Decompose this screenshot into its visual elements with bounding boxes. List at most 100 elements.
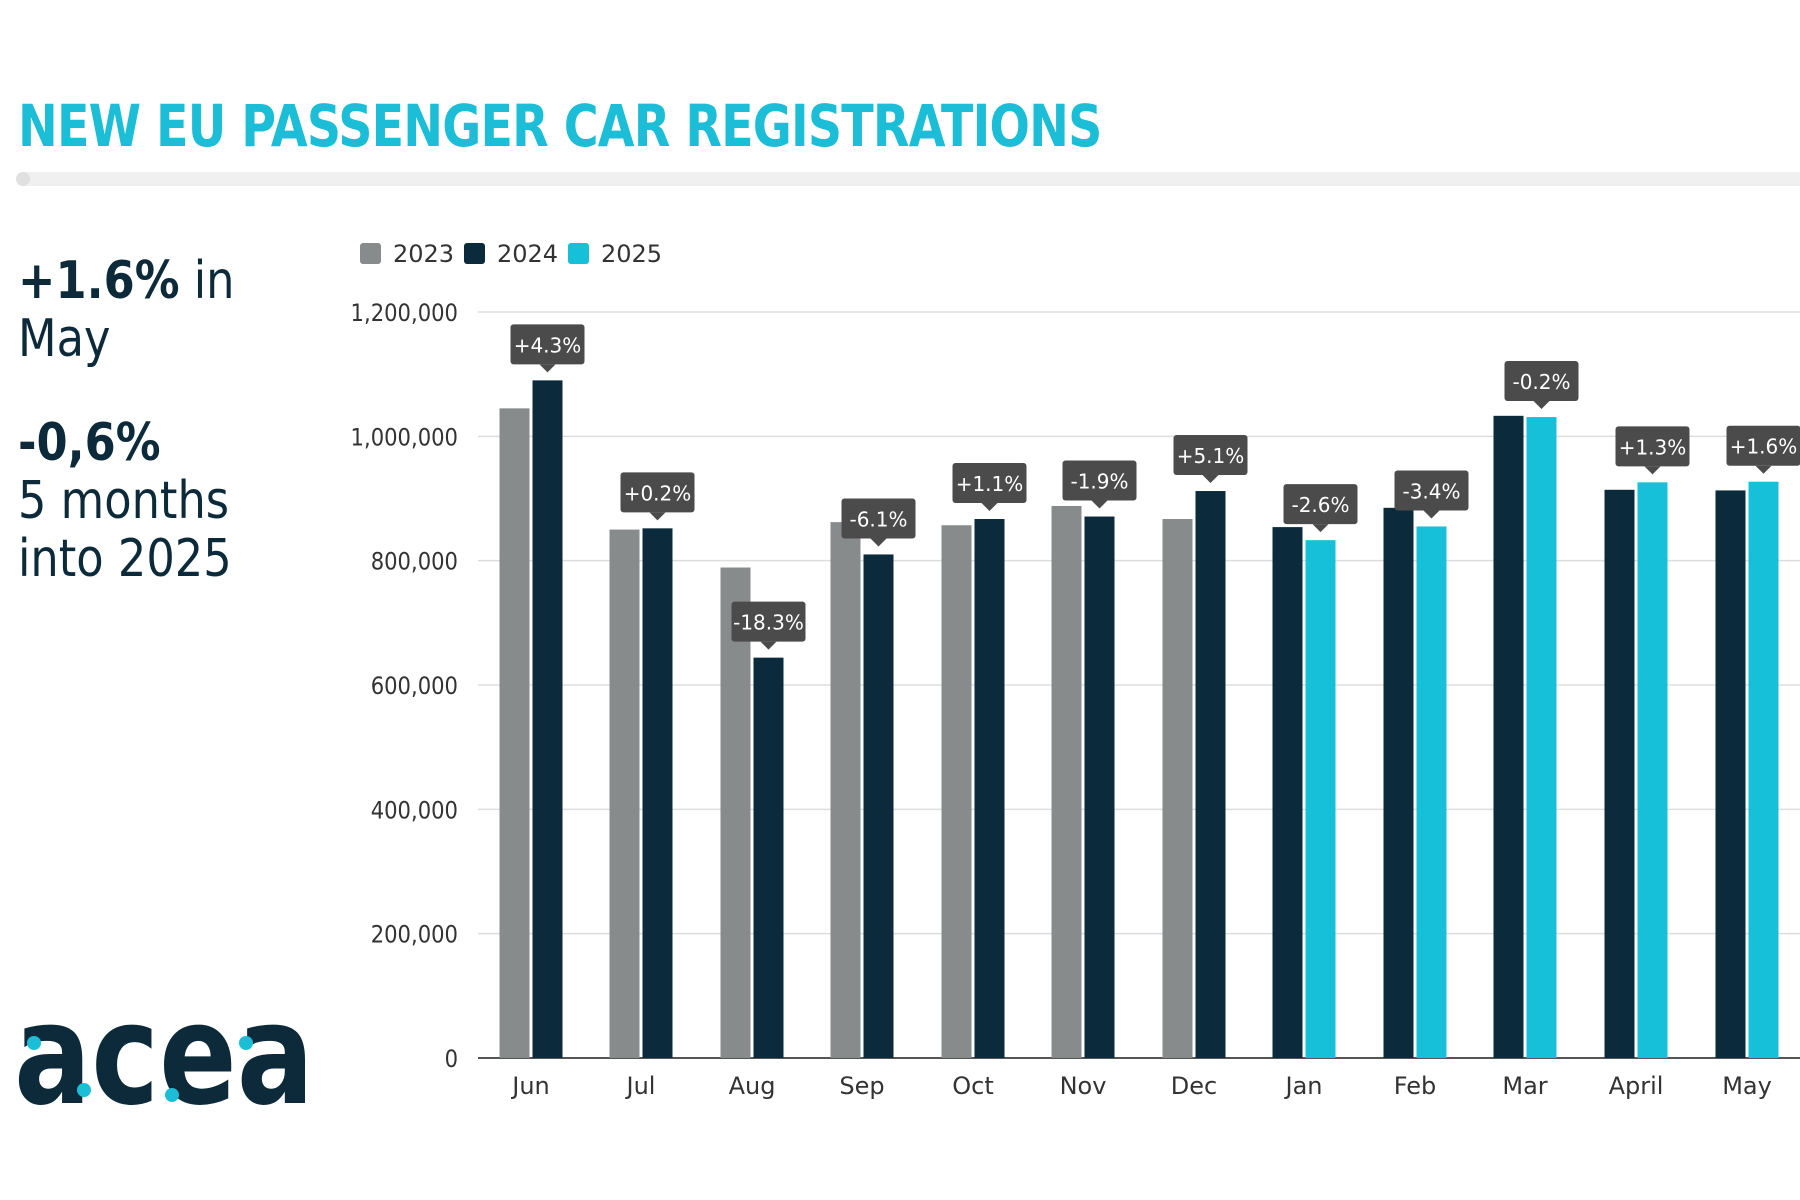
x-tick-label: Dec [1171, 1072, 1217, 1100]
x-tick-label: Jun [510, 1072, 550, 1100]
change-callout-pointer [1091, 500, 1108, 509]
change-callout-pointer [649, 512, 666, 521]
page-title: NEW EU PASSENGER CAR REGISTRATIONS [18, 92, 1102, 160]
logo-dot-3 [165, 1088, 179, 1102]
bar-Jun-2024 [532, 380, 563, 1059]
legend-swatch-2025 [568, 243, 589, 264]
logo-dot-4 [239, 1036, 253, 1050]
change-callout-box [731, 601, 806, 642]
x-tick-label: Jan [1284, 1072, 1323, 1100]
monthly-stat-text: in [193, 251, 235, 311]
monthly-stat-value: +1.6% [18, 251, 180, 311]
x-tick-label: May [1722, 1072, 1772, 1100]
bar-Feb-2025 [1416, 526, 1447, 1058]
x-tick-label: Feb [1394, 1072, 1437, 1100]
change-callout-box [1173, 435, 1248, 476]
bar-Oct-2023 [941, 525, 972, 1058]
bar-Nov-2024 [1084, 516, 1115, 1058]
monthly-stat-period: May [18, 309, 111, 369]
y-tick-label: 200,000 [371, 921, 458, 949]
change-callout-pointer [1533, 401, 1550, 410]
bar-Aug-2023 [720, 567, 751, 1058]
change-callout-box [952, 463, 1027, 504]
change-callout-box [1615, 426, 1690, 467]
bar-May-2024 [1715, 490, 1746, 1058]
bar-Dec-2024 [1195, 491, 1226, 1058]
bar-Jun-2023 [499, 408, 530, 1058]
change-label: -3.4% [1402, 479, 1460, 503]
monthly-stat: +1.6% in May [18, 252, 234, 368]
bar-Mar-2025 [1526, 417, 1557, 1059]
y-tick-label: 1,200,000 [351, 300, 458, 328]
change-label: +1.6% [1730, 435, 1798, 459]
x-tick-label: Jul [625, 1072, 656, 1100]
change-label: -1.9% [1070, 470, 1128, 494]
y-tick-label: 0 [445, 1046, 458, 1074]
change-callout-pointer [1312, 524, 1329, 533]
x-tick-label: Oct [952, 1072, 994, 1100]
bar-Mar-2024 [1493, 415, 1524, 1058]
y-tick-label: 800,000 [371, 548, 458, 576]
x-tick-label: Aug [729, 1072, 776, 1100]
title-divider [16, 172, 1800, 186]
ytd-stat-line1: 5 months [18, 471, 230, 531]
legend-label-2024: 2024 [497, 240, 558, 268]
change-callout-box [1062, 460, 1137, 501]
ytd-stat-line2: into 2025 [18, 529, 232, 589]
legend-swatch-2024 [464, 243, 485, 264]
bar-Dec-2023 [1162, 519, 1193, 1058]
change-label: -18.3% [733, 611, 804, 635]
ytd-stat: -0,6% 5 months into 2025 [18, 414, 232, 588]
bar-Nov-2023 [1051, 505, 1082, 1059]
change-callout-box [1394, 470, 1469, 511]
change-label: +0.2% [624, 481, 692, 505]
x-tick-label: Mar [1502, 1072, 1547, 1100]
change-callout-pointer [760, 641, 777, 650]
change-label: +4.3% [514, 333, 582, 357]
legend-swatch-2023 [360, 243, 381, 264]
change-callout-box [1726, 425, 1800, 466]
x-tick-label: April [1609, 1072, 1664, 1100]
acea-logo-text: acea [14, 995, 314, 1125]
ytd-stat-value: -0,6% [18, 413, 161, 473]
acea-logo-graphic: acea [14, 974, 314, 1137]
bar-Feb-2024 [1383, 507, 1414, 1058]
bar-May-2025 [1748, 481, 1779, 1059]
bar-Sep-2023 [830, 522, 861, 1058]
change-callout-pointer [1644, 466, 1661, 475]
bar-Oct-2024 [974, 519, 1005, 1058]
bar-Jul-2024 [642, 528, 673, 1058]
bar-Sep-2024 [863, 554, 894, 1058]
change-label: -6.1% [849, 507, 907, 531]
change-callout-pointer [981, 503, 998, 512]
acea-logo: acea [14, 974, 324, 1137]
divider-dot [16, 172, 30, 186]
change-callout-box [510, 324, 585, 365]
y-tick-label: 600,000 [371, 673, 458, 701]
change-callout-box [841, 498, 916, 539]
change-label: +1.3% [1619, 435, 1687, 459]
change-callout-pointer [1755, 465, 1772, 474]
bar-Jan-2024 [1272, 527, 1303, 1058]
logo-dot-1 [27, 1036, 41, 1050]
change-label: -2.6% [1291, 493, 1349, 517]
bar-Jan-2025 [1305, 540, 1336, 1058]
y-tick-label: 1,000,000 [351, 424, 458, 452]
legend-label-2023: 2023 [393, 240, 454, 268]
change-callout-pointer [1202, 475, 1219, 484]
change-callout-pointer [1423, 510, 1440, 519]
change-callout-box [620, 472, 695, 513]
change-label: +1.1% [956, 472, 1024, 496]
bar-April-2025 [1637, 482, 1668, 1058]
change-label: +5.1% [1177, 444, 1245, 468]
bar-Aug-2024 [753, 657, 784, 1058]
x-tick-label: Nov [1060, 1072, 1107, 1100]
bar-April-2024 [1604, 489, 1635, 1059]
y-tick-label: 400,000 [371, 797, 458, 825]
change-callout-box [1504, 361, 1579, 402]
legend-label-2025: 2025 [601, 240, 662, 268]
bar-Jul-2023 [609, 529, 640, 1058]
x-tick-label: Sep [839, 1072, 884, 1100]
change-callout-pointer [539, 364, 556, 373]
